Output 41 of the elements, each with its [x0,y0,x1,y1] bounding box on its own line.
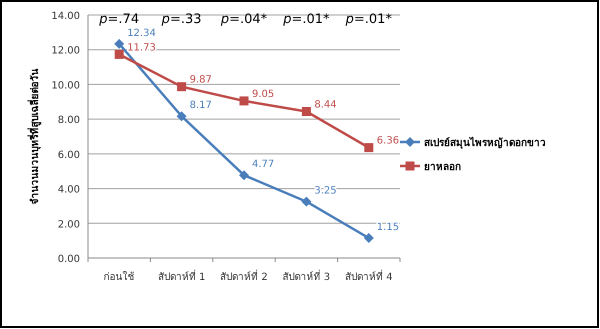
x-tick-label: สัปดาห์ที่ 1 [158,269,206,283]
data-label: 8.17 [190,100,212,112]
point [301,196,312,207]
data-label: 3.25 [314,186,337,197]
legend-label: ยาหลอก [424,162,461,173]
y-tick-label: 8.00 [58,115,80,126]
y-tick-label: 10.00 [51,80,80,92]
point [364,233,374,244]
annotation: p=.01* [282,12,330,27]
data-label: 4.77 [252,159,274,170]
y-tick-label: 6.00 [58,150,80,161]
y-tick-label: 14.00 [51,11,80,22]
annotation: p=.04* [220,12,268,27]
legend-label: สเปรย์สมุนไพรหญ้าดอกขาว [424,136,546,149]
point [114,38,124,49]
y-tick-label: 0.00 [58,254,80,265]
x-tick-label: สัปดาห์ที่ 4 [345,269,393,283]
point [239,170,249,180]
data-label: 1.15 [376,222,400,234]
data-label: 8.44 [314,100,337,111]
point [177,82,186,92]
x-tick-label: สัปดาห์ที่ 2 [220,269,268,283]
point [114,50,124,59]
x-tick-label: สัปดาห์ที่ 3 [282,269,330,283]
x-tick-label: ก่อนใช้ [104,271,135,283]
point [364,143,374,152]
point [302,107,311,116]
data-label: 11.73 [127,42,156,54]
data-label: 9.87 [190,74,212,86]
y-axis-title: จำนวนมวนบุหรี่ที่สูบเฉลี่ยต่อวัน [27,68,42,204]
point [240,96,248,106]
y-tick-label: 2.00 [58,219,80,230]
annotation: p=.74 [98,12,140,27]
annotation: p=.01* [344,12,392,27]
annotation: p=.33 [160,12,202,27]
y-tick-label: 12.00 [51,46,80,57]
data-label: 9.05 [252,88,274,100]
y-tick-label: 4.00 [58,184,80,196]
data-label: 12.34 [127,28,156,39]
data-label: 6.36 [376,136,400,147]
point [176,111,187,122]
